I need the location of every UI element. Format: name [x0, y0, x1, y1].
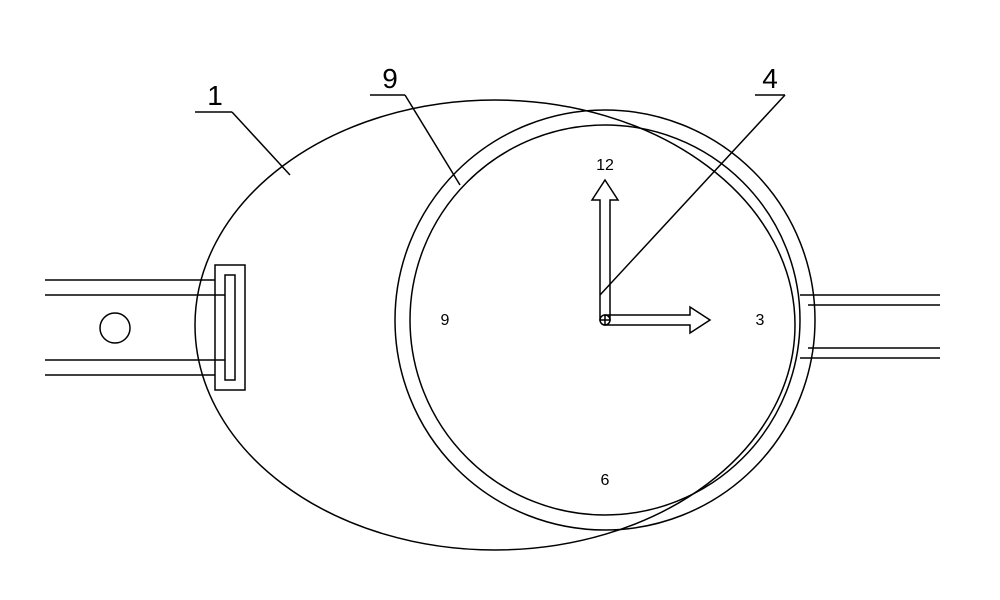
callout-label-9: 9: [382, 63, 398, 94]
watch-diagram: 12 3 6 9 1 9 4: [0, 0, 1000, 600]
buckle-inner: [225, 275, 235, 380]
clock-number-9: 9: [441, 312, 450, 329]
buckle-outer: [215, 265, 245, 390]
watch-body-ellipse: [195, 100, 795, 550]
callout-label-4: 4: [762, 63, 778, 94]
strap-hole: [100, 313, 130, 343]
clock-number-6: 6: [601, 472, 610, 489]
clock-number-12: 12: [596, 157, 614, 174]
right-strap: [800, 295, 940, 358]
hour-hand: [592, 180, 618, 320]
leader-9: [405, 95, 460, 185]
left-strap: [45, 265, 245, 390]
leader-4: [600, 95, 785, 295]
leader-1: [232, 112, 290, 175]
clock-number-3: 3: [756, 312, 765, 329]
callout-label-1: 1: [207, 80, 223, 111]
minute-hand: [605, 307, 710, 333]
